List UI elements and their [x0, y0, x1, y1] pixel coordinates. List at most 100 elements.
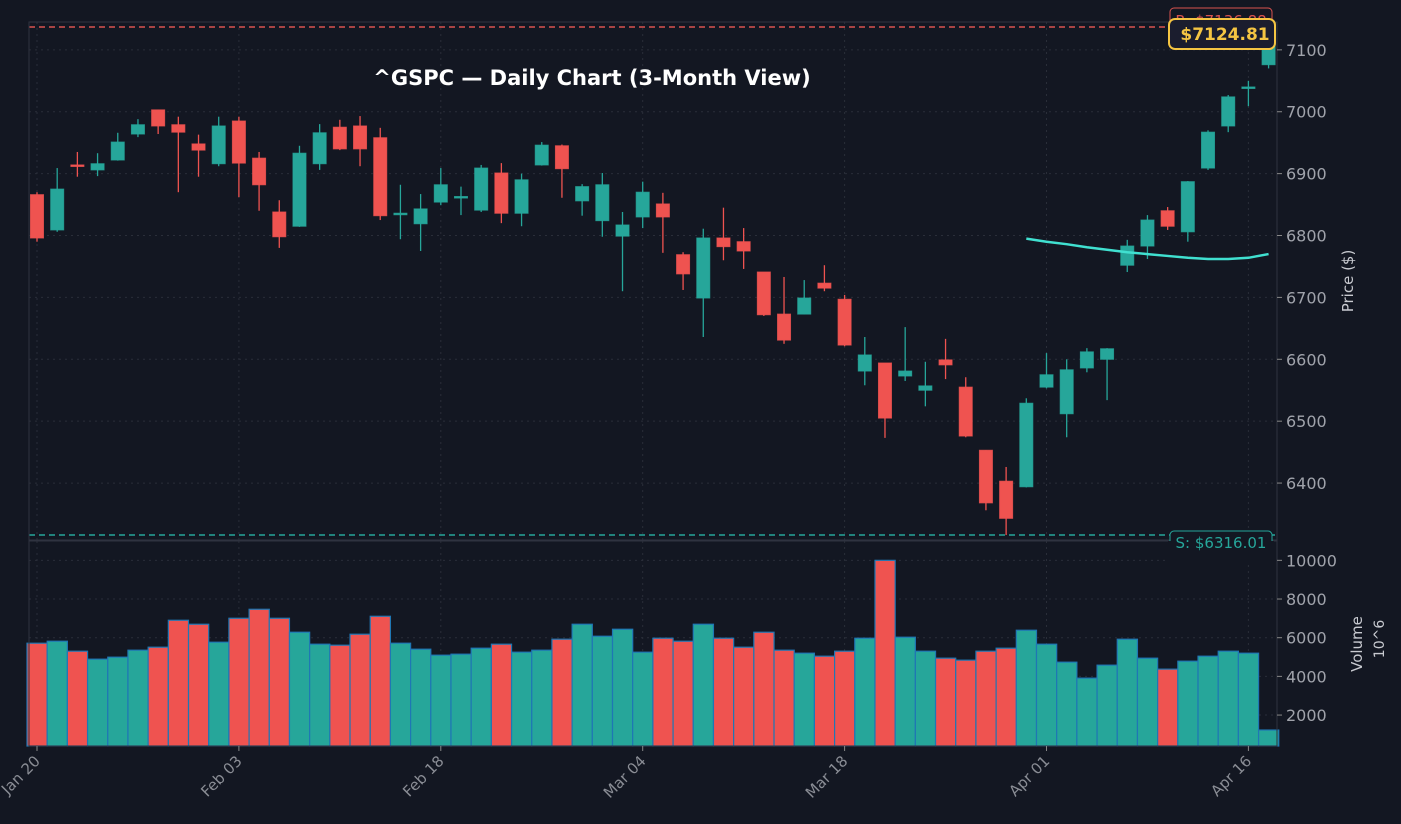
price-tick-label: 6800 — [1286, 227, 1327, 246]
volume-bar — [248, 608, 270, 747]
candle — [171, 116, 186, 193]
candle — [999, 466, 1014, 536]
volume-bar — [1197, 655, 1219, 747]
candle — [676, 252, 691, 290]
volume-bar — [753, 631, 775, 747]
volume-bar — [430, 654, 452, 747]
moving-average-line — [1026, 237, 1269, 261]
candle-body — [716, 237, 731, 248]
candle — [30, 192, 44, 242]
volume-bar — [1136, 657, 1159, 747]
volume-bar — [914, 650, 937, 747]
volume-bar — [1177, 660, 1199, 747]
volume-bar — [874, 559, 896, 747]
volume-bar — [470, 647, 492, 747]
candle — [373, 127, 388, 221]
volume-bar — [611, 628, 634, 747]
support-label-mask — [1168, 541, 1274, 563]
candle-body — [736, 241, 751, 252]
candle — [130, 119, 145, 138]
price-tick-label: 6400 — [1286, 474, 1327, 493]
candle-body — [1140, 219, 1155, 247]
candle-body — [978, 449, 993, 504]
candle — [635, 181, 650, 229]
candle-body — [1059, 369, 1074, 415]
volume-bar — [591, 635, 614, 747]
candle — [938, 338, 953, 380]
candle-body — [50, 188, 65, 231]
candle-body — [918, 385, 933, 391]
candle-body — [575, 186, 590, 202]
candle-body — [413, 208, 428, 225]
candle-body — [90, 163, 105, 171]
candle-body — [292, 152, 307, 227]
volume-bar — [510, 651, 533, 747]
price-labels: R: $7136.88S: $6316.01$7124.81 — [1168, 7, 1276, 563]
price-tick-label: 6500 — [1286, 412, 1327, 431]
candle-body — [817, 282, 832, 289]
candle — [877, 362, 892, 438]
volume-bar — [349, 633, 371, 747]
candle-body — [1180, 181, 1195, 233]
candle-body — [958, 386, 973, 437]
candle — [1039, 353, 1054, 389]
volume-bar — [309, 643, 331, 747]
candle-body — [393, 212, 408, 216]
price-tick-label: 7100 — [1286, 41, 1327, 60]
candle — [211, 116, 226, 167]
candle-body — [676, 254, 691, 275]
candle — [958, 377, 973, 438]
volume-tick-label: 4000 — [1286, 667, 1327, 686]
candle-body — [433, 184, 448, 203]
candle-body — [30, 194, 44, 239]
volume-bar — [167, 619, 190, 747]
candle-body — [211, 125, 226, 165]
candle-body — [898, 370, 913, 377]
candle-body — [595, 184, 610, 222]
x-tick-label: Apr 16 — [1207, 752, 1255, 800]
volume-bar — [1157, 668, 1179, 747]
volume-bar — [793, 652, 816, 747]
candle — [494, 163, 509, 224]
candle-body — [171, 124, 186, 133]
candle-body — [1201, 131, 1216, 169]
candle — [1201, 130, 1216, 170]
candle-body — [797, 297, 812, 315]
price-tick-label: 7000 — [1286, 103, 1327, 122]
candle-body — [1160, 210, 1175, 227]
candle-body — [1039, 374, 1054, 388]
x-tick-label: Jan 20 — [0, 752, 44, 799]
candle — [353, 116, 368, 167]
support-label: S: $6316.01 — [1176, 534, 1267, 552]
candle-body — [534, 144, 549, 166]
candle-body — [655, 203, 670, 218]
candle — [756, 271, 771, 316]
candle-body — [837, 298, 852, 346]
volume-bar — [1257, 729, 1280, 747]
volume-bar — [288, 631, 311, 747]
candle-body — [1120, 245, 1135, 266]
candle — [70, 151, 85, 177]
candle-body — [353, 125, 368, 150]
candle — [1059, 359, 1074, 438]
candle — [898, 327, 913, 381]
candle — [1241, 80, 1256, 107]
last-price-box — [1168, 18, 1276, 50]
candle-body — [1019, 402, 1034, 488]
candle — [90, 153, 105, 177]
candle-body — [1221, 96, 1236, 127]
candle — [1180, 181, 1195, 242]
y-axis-label: Price ($) — [1339, 250, 1357, 313]
candle — [272, 200, 287, 248]
volume-bar — [571, 623, 593, 747]
x-tick-label: Feb 18 — [399, 752, 447, 800]
volume-bar — [955, 659, 977, 747]
volume-panel-frame — [28, 540, 1278, 747]
candle — [110, 132, 125, 161]
volume-bar — [228, 617, 250, 747]
price-tick-label: 6900 — [1286, 165, 1327, 184]
x-tick-label: Mar 18 — [802, 752, 852, 802]
chart-title: ^GSPC — Daily Chart (3-Month View) — [373, 66, 810, 90]
candle — [918, 361, 933, 407]
